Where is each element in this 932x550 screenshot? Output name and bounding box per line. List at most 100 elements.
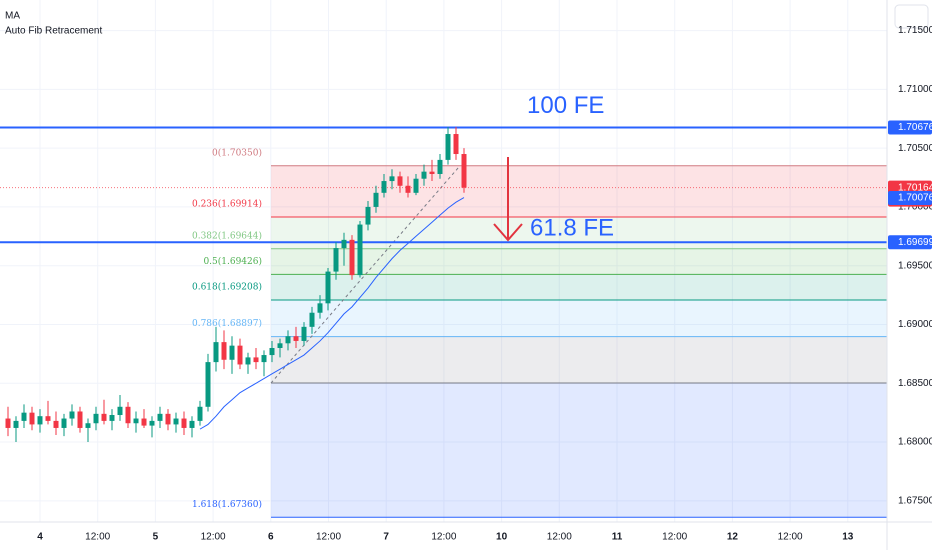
fib-zone (271, 274, 887, 301)
fib-label: 1.618(1.67360) (192, 499, 262, 510)
candle-body (437, 159, 443, 174)
x-tick-label: 12:00 (201, 532, 226, 543)
y-tick-label: 1.69500 (898, 260, 932, 271)
candle-body (349, 239, 355, 276)
candle-body (101, 413, 107, 421)
candle-body (413, 178, 419, 193)
fib-label: 0(1.70350) (212, 147, 262, 158)
candle-body (61, 418, 67, 428)
annotation: 100 FE (527, 92, 604, 119)
candle-body (325, 271, 331, 304)
candle-body (157, 413, 163, 421)
candle-body (69, 411, 75, 419)
x-tick-label: 12:00 (547, 532, 572, 543)
settings-box[interactable] (894, 4, 929, 29)
price-label-bg (888, 190, 932, 205)
candle-body (269, 348, 275, 356)
x-tick-label: 12:00 (662, 532, 687, 543)
annotation: 61.8 FE (530, 215, 614, 242)
candle-body (37, 416, 43, 425)
candle-body (261, 355, 267, 363)
candle-body (453, 134, 459, 155)
fib-zone (271, 217, 887, 249)
candle-body (45, 416, 51, 421)
candle-body (389, 176, 395, 182)
candle-body (277, 343, 283, 348)
candle-body (421, 171, 427, 179)
candle-body (197, 406, 203, 421)
y-tick-label: 1.70500 (898, 143, 932, 154)
y-tick-label: 1.67500 (898, 495, 932, 506)
fib-zone (271, 383, 887, 518)
x-tick-label: 5 (153, 532, 159, 543)
arrow-head (493, 223, 523, 242)
x-tick-label: 4 (37, 532, 43, 543)
candle-body (141, 418, 147, 426)
candle-body (77, 411, 83, 428)
candle-body (13, 420, 19, 428)
candle-body (333, 248, 339, 272)
candle-body (373, 192, 379, 207)
ma-line (199, 197, 465, 430)
y-tick-label: 1.71000 (898, 84, 932, 95)
candle-body (85, 423, 91, 428)
fib-label: 0.382(1.69644) (192, 230, 262, 241)
price-label: 1.70164 (898, 182, 932, 193)
candle-body (429, 171, 435, 174)
candle-body (461, 154, 467, 188)
fib-zone (271, 165, 887, 218)
fib-label: 0.786(1.68897) (192, 318, 262, 329)
y-tick-label: 1.70000 (898, 202, 932, 213)
fib-label: 0.5(1.69426) (203, 256, 262, 267)
candle-body (253, 357, 259, 363)
candle-body (149, 420, 155, 426)
candle-body (109, 415, 115, 421)
candle-body (381, 181, 387, 193)
candle-body (285, 336, 291, 344)
price-label: 1.69699 (898, 237, 932, 248)
candle-body (205, 362, 211, 407)
x-tick-label: 10 (496, 532, 508, 543)
x-tick-label: 12:00 (431, 532, 456, 543)
x-tick-label: 11 (612, 532, 623, 543)
candle-body (117, 406, 123, 416)
fib-zone (271, 248, 887, 275)
candle-body (237, 345, 243, 365)
price-label: 1.70676 (898, 122, 932, 133)
x-tick-label: 12:00 (778, 532, 803, 543)
candle-body (93, 413, 99, 424)
y-tick-label: 1.68500 (898, 378, 932, 389)
plot: 0(1.70350) 0.236(1.69914) 0.382(1.69644) 0.… (0, 0, 887, 522)
indicator-label: Auto Fib Retracement (5, 26, 102, 37)
candle-body (181, 418, 187, 428)
candle-body (397, 176, 403, 186)
price-label-bg (888, 120, 932, 135)
x-tick-label: 12:00 (316, 532, 341, 543)
y-tick-label: 1.68000 (898, 437, 932, 448)
candle-body (173, 418, 179, 425)
candle-body (245, 357, 251, 365)
candle-body (405, 185, 411, 193)
candle-body (189, 420, 195, 428)
fib-label: 0.618(1.69208) (192, 282, 262, 293)
candle-body (53, 420, 59, 428)
price-label: 1.70076 (898, 193, 932, 204)
candle-body (309, 312, 315, 327)
candle-body (293, 336, 299, 341)
indicator-label: MA (5, 11, 20, 22)
price-label-bg (888, 235, 932, 250)
x-tick-label: 12 (727, 532, 739, 543)
candle-body (165, 413, 171, 425)
y-tick-label: 1.69000 (898, 319, 932, 330)
candle-body (29, 412, 35, 425)
candle-body (229, 345, 235, 360)
candle-body (21, 412, 27, 421)
fib-label: 0.236(1.69914) (192, 199, 262, 210)
x-tick-label: 6 (268, 532, 274, 543)
candle-body (221, 342, 227, 360)
fib-zone (271, 336, 887, 384)
x-tick-label: 13 (842, 532, 854, 543)
y-tick-label: 1.71500 (898, 25, 932, 36)
candle-body (317, 303, 323, 313)
